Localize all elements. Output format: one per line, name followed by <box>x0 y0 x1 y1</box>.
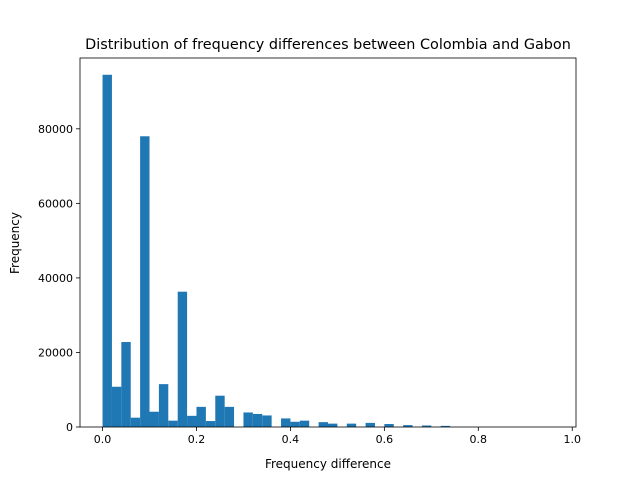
y-tick-label: 0 <box>66 421 73 434</box>
histogram-bar <box>158 384 169 427</box>
x-tick-label: 0.4 <box>282 433 300 446</box>
histogram-bar <box>177 291 188 427</box>
histogram-bar <box>130 417 141 427</box>
histogram-bar <box>111 386 122 427</box>
histogram-bar <box>328 423 338 427</box>
x-tick-label: 1.0 <box>563 433 581 446</box>
histogram-bar <box>140 136 150 428</box>
histogram-bar <box>252 413 263 427</box>
histogram-bar <box>224 406 235 427</box>
y-tick-label: 20000 <box>38 346 73 359</box>
y-axis: 0 20000 40000 60000 80000 <box>38 123 80 434</box>
histogram-bar <box>299 420 310 427</box>
y-tick-label: 60000 <box>38 197 73 210</box>
histogram-bar <box>421 425 432 427</box>
x-axis-label: Frequency difference <box>265 457 391 471</box>
histogram-bar <box>403 425 413 427</box>
histogram-bar <box>121 342 131 427</box>
histogram-bar <box>187 415 197 427</box>
x-tick-label: 0.2 <box>188 433 206 446</box>
histogram-bar <box>262 415 272 427</box>
y-tick-label: 80000 <box>38 123 73 136</box>
histogram-bar <box>281 418 291 427</box>
histogram-bar <box>384 424 394 427</box>
x-tick-label: 0.6 <box>376 433 394 446</box>
histogram-bar <box>168 420 178 427</box>
y-tick-label: 40000 <box>38 272 73 285</box>
histogram-bar <box>205 421 216 427</box>
plot-area <box>102 74 451 428</box>
histogram-bar <box>346 423 357 427</box>
x-axis: 0.0 0.2 0.4 0.6 0.8 1.0 <box>94 427 581 446</box>
histogram-bar <box>365 422 375 427</box>
histogram-bar <box>196 406 206 427</box>
histogram-bar <box>318 422 328 427</box>
chart-title: Distribution of frequency differences be… <box>85 37 571 53</box>
y-axis-label: Frequency <box>8 212 22 274</box>
histogram-bar <box>149 411 159 427</box>
histogram-bar <box>215 395 225 427</box>
histogram-bar <box>440 425 451 427</box>
x-tick-label: 0.0 <box>94 433 112 446</box>
histogram-bar <box>290 421 300 427</box>
axes-frame <box>79 57 577 428</box>
histogram-bar <box>102 74 112 427</box>
x-tick-label: 0.8 <box>470 433 488 446</box>
histogram-bar <box>243 412 253 427</box>
